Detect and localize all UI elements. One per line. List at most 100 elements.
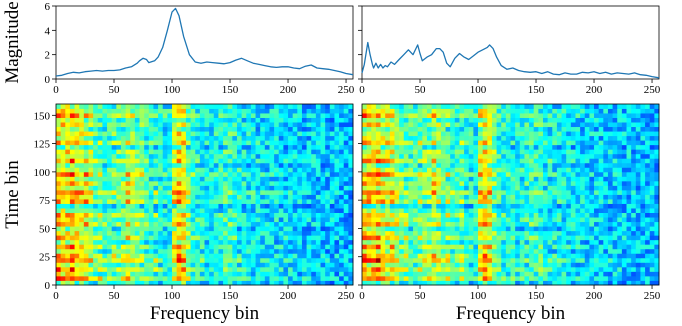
heatmap-cell bbox=[260, 140, 266, 146]
heatmap-cell bbox=[158, 194, 164, 200]
heatmap-cell bbox=[607, 212, 613, 218]
heatmap-cell bbox=[236, 135, 243, 141]
heatmap-cell bbox=[176, 108, 182, 114]
heatmap-cell bbox=[491, 244, 497, 250]
heatmap-cell bbox=[339, 248, 345, 254]
heatmap-cell bbox=[190, 140, 196, 146]
y-axis-label: Magnitude bbox=[2, 1, 23, 83]
heatmap-cell bbox=[450, 158, 456, 164]
heatmap-cell bbox=[246, 171, 252, 177]
heatmap-cell bbox=[348, 126, 354, 132]
heatmap-cell bbox=[162, 239, 168, 245]
heatmap-cell bbox=[464, 171, 470, 177]
heatmap-cell bbox=[278, 176, 284, 182]
heatmap-cell bbox=[65, 244, 71, 250]
heatmap-cell bbox=[130, 230, 136, 236]
heatmap-cell bbox=[640, 275, 646, 281]
heatmap-cell bbox=[278, 212, 284, 218]
heatmap-cell bbox=[413, 199, 419, 204]
heatmap-cell bbox=[213, 212, 219, 218]
heatmap-cell bbox=[325, 253, 331, 259]
heatmap-cell bbox=[380, 167, 386, 173]
heatmap-cell bbox=[56, 176, 62, 182]
heatmap-cell bbox=[167, 171, 173, 177]
heatmap-cell bbox=[172, 144, 178, 150]
heatmap-cell bbox=[278, 171, 284, 177]
heatmap-cell bbox=[246, 271, 252, 277]
heatmap-cell bbox=[533, 221, 539, 227]
heatmap-cell bbox=[102, 122, 108, 128]
heatmap-cell bbox=[487, 248, 493, 254]
heatmap-cell bbox=[631, 185, 637, 191]
heatmap-cell bbox=[519, 153, 525, 159]
heatmap-cell bbox=[223, 235, 229, 241]
heatmap-cell bbox=[426, 126, 433, 132]
heatmap-cell bbox=[97, 131, 103, 137]
heatmap-cell bbox=[120, 244, 127, 250]
heatmap-cell bbox=[148, 135, 154, 141]
heatmap-cell bbox=[153, 126, 159, 132]
heatmap-cell bbox=[190, 185, 196, 191]
heatmap-cell bbox=[158, 226, 164, 232]
heatmap-cell bbox=[575, 244, 581, 250]
heatmap-cell bbox=[209, 176, 215, 182]
heatmap-cell bbox=[306, 221, 312, 227]
heatmap-cell bbox=[301, 235, 307, 241]
heatmap-cell bbox=[65, 248, 71, 254]
heatmap-cell bbox=[394, 171, 400, 177]
heatmap-cell bbox=[306, 113, 312, 118]
heatmap-cell bbox=[408, 180, 414, 186]
heatmap-cell bbox=[519, 221, 525, 227]
heatmap-cell bbox=[181, 189, 187, 195]
heatmap-cell bbox=[566, 185, 572, 191]
heatmap-cell bbox=[533, 239, 539, 245]
heatmap-cell bbox=[542, 117, 549, 123]
heatmap-cell bbox=[195, 208, 201, 213]
heatmap-cell bbox=[561, 226, 567, 232]
heatmap-cell bbox=[139, 176, 145, 182]
heatmap-cell bbox=[649, 144, 655, 150]
heatmap-cell bbox=[626, 149, 632, 155]
heatmap-cell bbox=[199, 248, 205, 254]
heatmap-cell bbox=[603, 235, 609, 241]
heatmap-cell bbox=[172, 126, 178, 132]
heatmap-cell bbox=[399, 262, 405, 268]
heatmap-cell bbox=[519, 244, 525, 250]
heatmap-cell bbox=[631, 271, 637, 277]
heatmap-cell bbox=[130, 131, 136, 137]
heatmap-cell bbox=[269, 257, 275, 263]
heatmap-cell bbox=[426, 239, 433, 245]
heatmap-cell bbox=[417, 140, 423, 146]
heatmap-cell bbox=[580, 203, 586, 209]
heatmap-cell bbox=[79, 221, 85, 227]
heatmap-cell bbox=[631, 217, 637, 223]
heatmap-cell bbox=[130, 194, 136, 200]
heatmap-cell bbox=[185, 176, 191, 182]
heatmap-cell bbox=[515, 140, 521, 146]
heatmap-cell bbox=[111, 226, 117, 232]
heatmap-cell bbox=[301, 171, 307, 177]
heatmap-cell bbox=[111, 135, 117, 141]
heatmap-cell bbox=[482, 149, 488, 155]
heatmap-cell bbox=[589, 226, 595, 232]
heatmap-cell bbox=[607, 180, 613, 186]
heatmap-cell bbox=[297, 262, 303, 268]
heatmap-cell bbox=[621, 180, 627, 186]
heatmap-cell bbox=[566, 217, 572, 223]
heatmap-cell bbox=[385, 217, 391, 223]
heatmap-cell bbox=[501, 117, 507, 123]
heatmap-cell bbox=[236, 153, 243, 159]
heatmap-cell bbox=[329, 140, 335, 146]
heatmap-cell bbox=[621, 131, 627, 137]
heatmap-cell bbox=[413, 135, 419, 141]
heatmap-cell bbox=[482, 158, 488, 164]
heatmap-cell bbox=[158, 239, 164, 245]
heatmap-cell bbox=[375, 144, 381, 150]
heatmap-cell bbox=[111, 108, 117, 114]
heatmap-cell bbox=[93, 212, 99, 218]
heatmap-cell bbox=[65, 257, 71, 263]
heatmap-cell bbox=[297, 266, 303, 272]
heatmap-cell bbox=[510, 199, 516, 204]
heatmap-cell bbox=[468, 208, 474, 213]
heatmap-cell bbox=[575, 149, 581, 155]
